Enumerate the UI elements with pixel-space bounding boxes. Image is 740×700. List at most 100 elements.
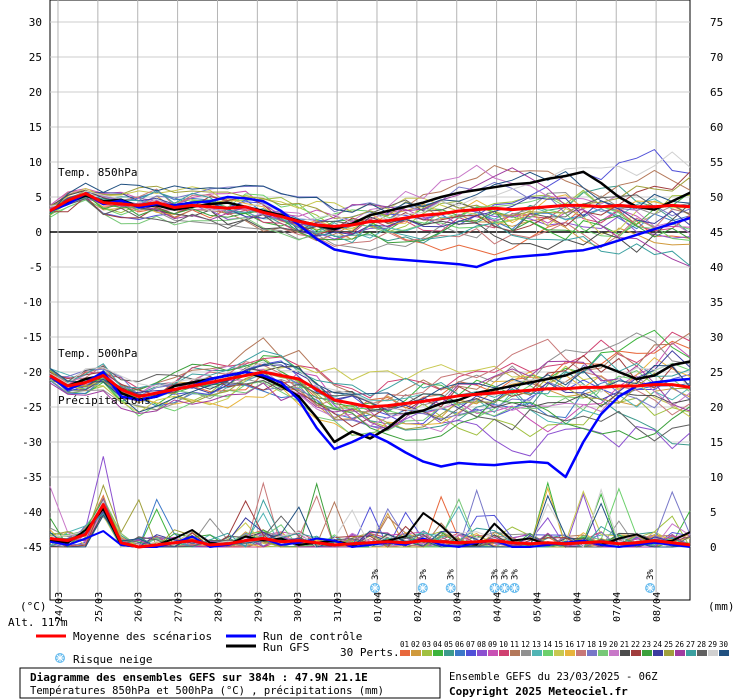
pert-number: 16 [565,640,575,649]
pert-swatch [455,650,465,656]
snow-risk-label: 3% [419,569,429,580]
pert-number: 27 [686,640,695,649]
pert-line-precip [49,487,690,548]
pert-swatch [675,650,685,656]
snow-risk-label: 3% [511,569,521,580]
pert-number: 23 [642,640,651,649]
pert-line-500 [49,364,691,418]
date-label: 07/04 [612,592,623,622]
copyright: Copyright 2025 Meteociel.fr [449,685,628,698]
pert-swatch [521,650,531,656]
left-tick-label: -5 [29,261,42,274]
left-tick-label: 0 [35,226,42,239]
date-label: 28/03 [213,592,224,622]
legend-control: Run de contrôle [263,630,362,643]
chart-subtitle: Températures 850hPa et 500hPa (°C) , pré… [30,685,384,697]
date-label: 25/03 [94,592,105,622]
pert-line-850 [49,167,691,267]
pert-number: 24 [653,640,663,649]
right-tick-label: 65 [710,86,723,99]
right-tick-label: 60 [710,121,723,134]
pert-swatch [719,650,729,656]
legend-gfs: Run GFS [263,641,309,654]
pert-number: 03 [422,640,431,649]
pert-number: 09 [488,640,497,649]
legend-snow: Risque neige [73,653,152,666]
label-temp-500: Temp. 500hPa [58,347,137,360]
left-tick-label: -10 [22,296,42,309]
legend-perts: 30 Perts. [340,646,400,659]
pert-line-500 [49,362,691,418]
date-label: 29/03 [253,592,264,622]
right-tick-label: 0 [710,541,717,554]
date-label: 26/03 [134,592,145,622]
pert-line-500 [49,359,691,441]
pert-line-850 [49,191,691,241]
pert-swatch [708,650,718,656]
pert-number: 01 [400,640,409,649]
pert-swatch [653,650,663,656]
pert-line-850 [49,197,691,240]
pert-number: 25 [664,640,673,649]
mean-line-850 [49,192,691,228]
pert-swatch [411,650,421,656]
pert-swatch [576,650,586,656]
pert-line-850 [49,176,691,219]
pert-number: 10 [499,640,509,649]
run-info: Ensemble GEFS du 23/03/2025 - 06Z [449,671,658,683]
right-tick-label: 50 [710,191,723,204]
left-tick-label: 20 [29,86,42,99]
perturbation-legend: 01 02 03 04 05 06 07 08 09 10 11 12 13 14 15 16 17 18 19 20… [400,640,729,656]
pert-number: 14 [543,640,553,649]
pert-number: 12 [521,640,530,649]
pert-number: 29 [708,640,717,649]
date-label: 01/04 [373,592,384,622]
pert-number: 30 [719,640,729,649]
snowflake-icon [509,583,520,593]
pert-number: 02 [411,640,420,649]
pert-line-500 [49,331,691,399]
title-box [19,667,441,699]
mean-line-500 [49,370,691,409]
right-tick-label: 15 [710,436,723,449]
snowflake-icon [369,583,380,593]
legend-mean: Moyenne des scénarios [73,630,212,643]
snowflake-icon [445,583,456,593]
pert-swatch [510,650,520,656]
snow-risk-label: 3% [447,569,457,580]
pert-number: 18 [587,640,597,649]
snow-risk-label: 3% [491,569,501,580]
pert-number: 22 [631,640,640,649]
right-tick-label: 45 [710,226,723,239]
pert-swatch [422,650,432,656]
pert-swatch [554,650,564,656]
pert-swatch [477,650,487,656]
pert-number: 06 [455,640,465,649]
left-tick-label: -45 [22,541,42,554]
date-label: 27/03 [174,592,185,622]
snowflake-icon [417,583,428,593]
pert-line-500 [49,364,691,446]
pert-swatch [642,650,652,656]
grid [49,0,691,601]
date-label: 05/04 [532,592,543,622]
snow-risk-label: 3% [646,569,656,580]
pert-line-850 [49,151,691,224]
left-tick-label: -40 [22,506,42,519]
pert-line-500 [49,361,691,411]
altitude: Alt. 117m [8,616,68,629]
pert-line-500 [49,365,691,442]
left-tick-label: -20 [22,366,42,379]
left-tick-label: -25 [22,401,42,414]
mean-line-precip [49,503,691,549]
left-tick-label: 15 [29,121,42,134]
left-tick-label: 25 [29,51,42,64]
pert-number: 28 [697,640,707,649]
pert-line-850 [49,171,691,214]
date-label: 04/04 [493,592,504,622]
right-tick-label: 55 [710,156,723,169]
date-label: 02/04 [413,592,424,622]
left-unit: (°C) [20,600,47,613]
pert-number: 26 [675,640,685,649]
